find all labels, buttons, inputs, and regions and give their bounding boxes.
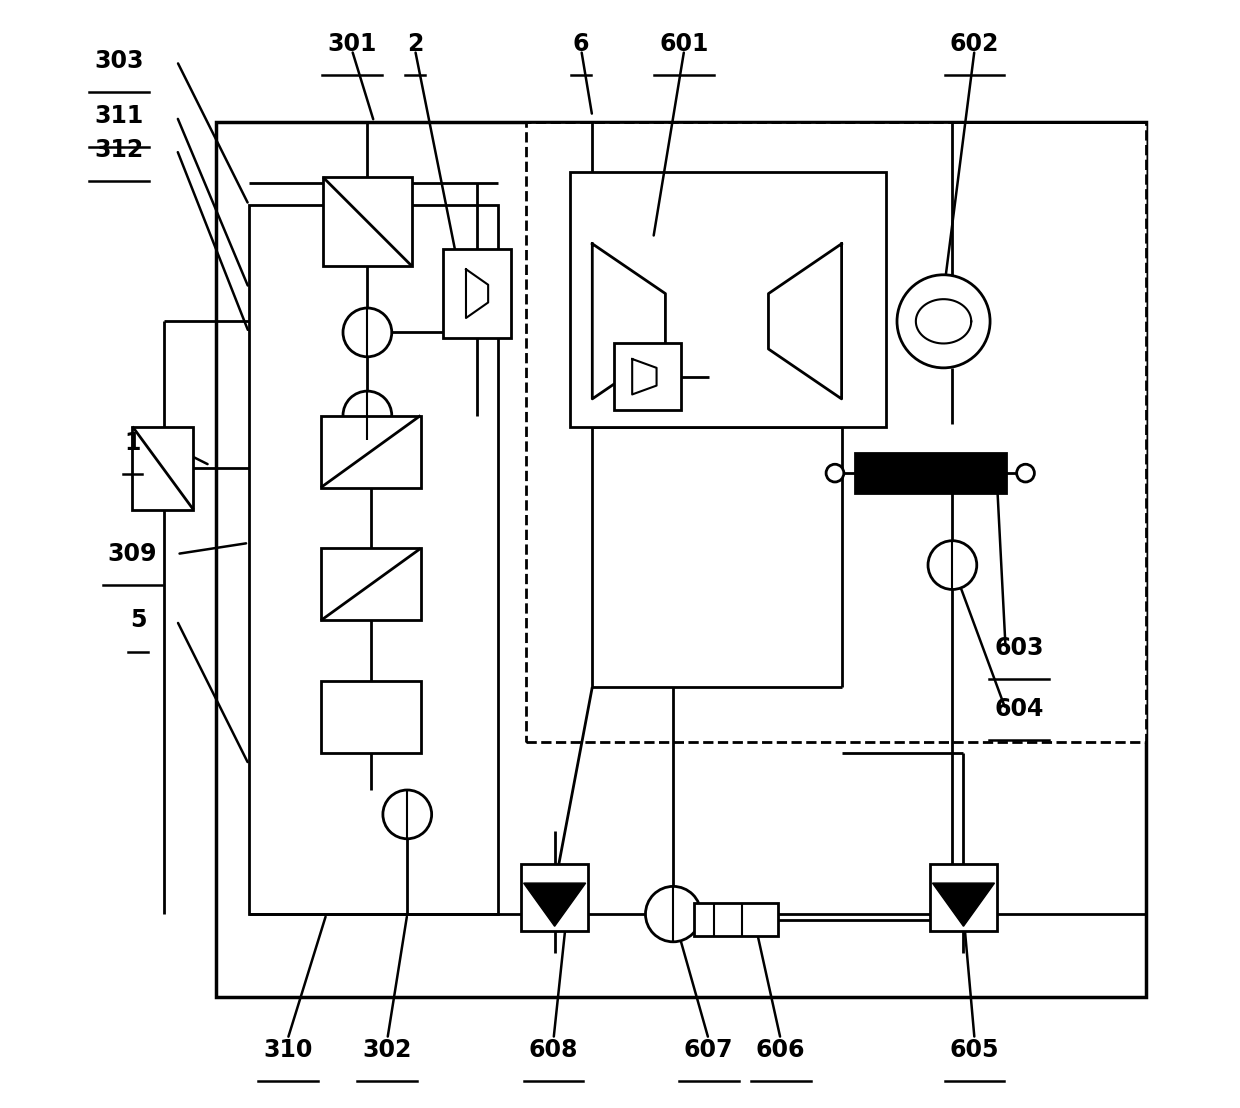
Bar <box>216 122 1146 997</box>
Text: 602: 602 <box>950 32 999 57</box>
Polygon shape <box>932 883 994 926</box>
Circle shape <box>343 391 392 440</box>
Text: 605: 605 <box>950 1038 999 1063</box>
Bar <box>133 427 193 510</box>
Bar <box>321 416 420 488</box>
Text: 309: 309 <box>108 542 157 566</box>
Text: 5: 5 <box>130 608 146 633</box>
Bar <box>443 249 511 338</box>
Text: 601: 601 <box>660 32 709 57</box>
Bar <box>324 177 412 266</box>
Circle shape <box>928 541 977 589</box>
Circle shape <box>897 275 990 368</box>
Text: 1: 1 <box>124 431 140 455</box>
Bar <box>521 864 588 931</box>
Text: 303: 303 <box>94 49 144 73</box>
Circle shape <box>383 790 432 839</box>
Circle shape <box>826 464 843 482</box>
Bar <box>249 205 498 914</box>
Text: 2: 2 <box>407 32 423 57</box>
Text: 603: 603 <box>994 636 1044 660</box>
Bar <box>570 172 885 427</box>
Bar <box>321 681 420 753</box>
Circle shape <box>1017 464 1034 482</box>
Text: 606: 606 <box>756 1038 806 1063</box>
Text: 312: 312 <box>94 137 144 162</box>
Circle shape <box>646 886 701 942</box>
Text: 604: 604 <box>994 697 1044 721</box>
Text: 301: 301 <box>327 32 377 57</box>
Text: 310: 310 <box>263 1038 312 1063</box>
Text: 607: 607 <box>684 1038 733 1063</box>
Bar <box>694 903 779 936</box>
Text: 608: 608 <box>528 1038 578 1063</box>
Bar <box>526 122 1146 742</box>
Bar <box>321 548 420 620</box>
Bar <box>854 453 1006 493</box>
Text: 302: 302 <box>362 1038 412 1063</box>
Polygon shape <box>593 244 666 399</box>
Bar <box>930 864 997 931</box>
Polygon shape <box>769 244 842 399</box>
Polygon shape <box>523 883 585 926</box>
Circle shape <box>343 308 392 357</box>
Text: 311: 311 <box>94 104 144 129</box>
Text: 6: 6 <box>573 32 589 57</box>
Bar <box>615 343 681 410</box>
